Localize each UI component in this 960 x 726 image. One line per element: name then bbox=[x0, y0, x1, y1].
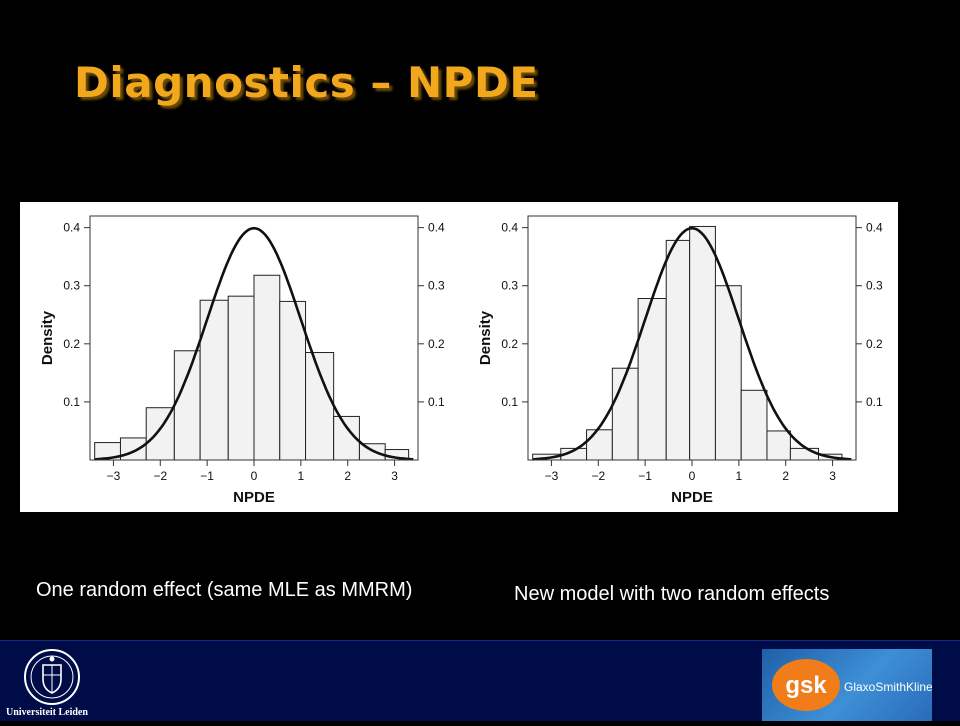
npde-chart-left-svg: −3 −2 −1 0 1 2 3 0.1 0.1 0.2 0.2 0.3 0.3 0.4 0.4 NPDE De… bbox=[20, 202, 460, 512]
y-axis-title: Density bbox=[39, 310, 56, 365]
histogram-bar bbox=[611, 367, 639, 461]
gsk-logo-icon: gsk GlaxoSmithKline bbox=[772, 659, 933, 711]
npde-histogram-right: −3 −2 −1 0 1 2 3 0.1 0.1 0.2 0.2 0.3 0.3 0.4 0.4 NPDE De… bbox=[458, 202, 898, 512]
x-tick-label: −1 bbox=[200, 469, 214, 483]
caption-one-random-effect: One random effect (same MLE as MMRM) bbox=[36, 579, 413, 601]
y-tick-label-left: 0.4 bbox=[501, 221, 518, 235]
x-tick-label: 2 bbox=[344, 469, 351, 483]
y-tick-label-left: 0.3 bbox=[63, 279, 80, 293]
x-tick-label: 3 bbox=[829, 469, 836, 483]
leiden-university-name: Universiteit Leiden bbox=[6, 707, 88, 718]
y-tick-label-left: 0.2 bbox=[63, 337, 80, 351]
caption-two-random-effects: New model with two random effects bbox=[514, 583, 830, 605]
x-axis-title: NPDE bbox=[233, 489, 275, 506]
histogram-bar bbox=[665, 239, 691, 461]
x-tick-label: 0 bbox=[689, 469, 696, 483]
x-tick-label: −2 bbox=[153, 469, 167, 483]
leiden-seal-icon bbox=[24, 649, 80, 705]
y-tick-label-right: 0.4 bbox=[428, 221, 445, 235]
y-axis-title: Density bbox=[477, 310, 494, 365]
histogram-bar bbox=[119, 437, 147, 461]
gsk-mark-text: gsk bbox=[785, 672, 827, 699]
y-tick-label-left: 0.1 bbox=[501, 395, 518, 409]
y-tick-label-right: 0.1 bbox=[866, 395, 883, 409]
normal-density-curve bbox=[94, 226, 414, 461]
x-tick-label: −3 bbox=[545, 469, 559, 483]
x-tick-label: 0 bbox=[251, 469, 258, 483]
y-tick-label-right: 0.3 bbox=[866, 279, 883, 293]
npde-chart-right-svg: −3 −2 −1 0 1 2 3 0.1 0.1 0.2 0.2 0.3 0.3 0.4 0.4 NPDE De… bbox=[458, 202, 898, 512]
y-tick-label-left: 0.2 bbox=[501, 337, 518, 351]
x-tick-label: 1 bbox=[736, 469, 743, 483]
slide-title: Diagnostics – NPDE bbox=[74, 58, 539, 107]
gsk-name-text: GlaxoSmithKline bbox=[844, 680, 932, 694]
gsk-logo: gsk GlaxoSmithKline bbox=[762, 649, 933, 721]
histogram-bar bbox=[173, 350, 201, 461]
histogram-bar bbox=[305, 352, 335, 461]
x-tick-label: 3 bbox=[391, 469, 398, 483]
x-tick-label: 1 bbox=[298, 469, 305, 483]
y-tick-label-left: 0.4 bbox=[63, 221, 80, 235]
x-tick-label: −1 bbox=[638, 469, 652, 483]
normal-density-curve bbox=[532, 226, 852, 461]
histogram-bar bbox=[227, 295, 255, 461]
x-tick-label: 2 bbox=[782, 469, 789, 483]
x-tick-label: −3 bbox=[107, 469, 121, 483]
y-tick-label-right: 0.2 bbox=[428, 337, 445, 351]
npde-histogram-left: −3 −2 −1 0 1 2 3 0.1 0.1 0.2 0.2 0.3 0.3 0.4 0.4 NPDE De… bbox=[20, 202, 460, 512]
x-axis-title: NPDE bbox=[671, 489, 713, 506]
histogram-bar bbox=[637, 297, 667, 461]
y-tick-label-right: 0.2 bbox=[866, 337, 883, 351]
histogram-bar bbox=[253, 274, 281, 461]
y-tick-label-right: 0.4 bbox=[866, 221, 883, 235]
histogram-bar bbox=[689, 225, 716, 461]
histogram-bar bbox=[766, 430, 791, 461]
y-tick-label-left: 0.1 bbox=[63, 395, 80, 409]
histogram-bar bbox=[586, 429, 613, 461]
footer-bar: Universiteit Leiden gsk GlaxoSmithKline bbox=[0, 640, 960, 721]
y-tick-label-right: 0.1 bbox=[428, 395, 445, 409]
y-tick-label-left: 0.3 bbox=[501, 279, 518, 293]
y-tick-label-right: 0.3 bbox=[428, 279, 445, 293]
histogram-bar bbox=[789, 447, 820, 461]
histogram-bar bbox=[740, 389, 768, 461]
x-tick-label: −2 bbox=[591, 469, 605, 483]
